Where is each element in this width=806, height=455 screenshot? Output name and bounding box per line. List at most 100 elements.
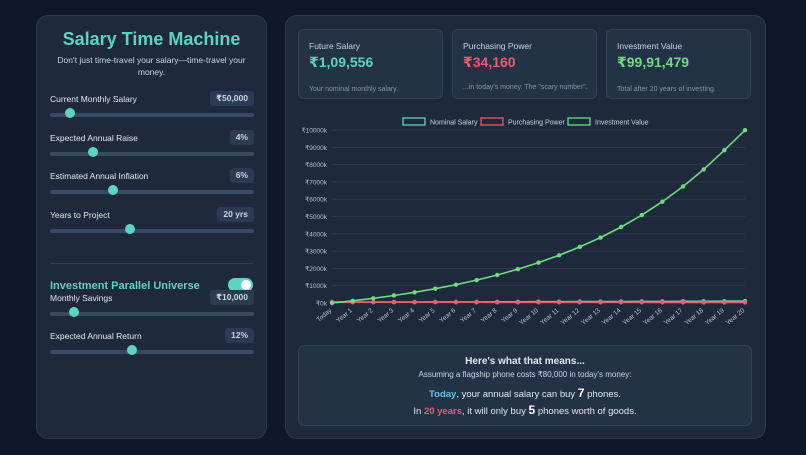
x-tick-label: Year 19 [704, 307, 726, 327]
x-tick-label: Year 15 [622, 307, 644, 327]
x-tick-label: Year 18 [684, 307, 706, 327]
x-tick-label: Year 1 [335, 307, 354, 325]
x-tick-label: Year 3 [377, 307, 396, 325]
y-tick-label: ₹1000k [305, 283, 328, 290]
data-point [742, 127, 748, 133]
data-point [556, 300, 562, 305]
data-point [618, 224, 624, 230]
investment-toggle[interactable] [228, 278, 253, 292]
legend-swatch [480, 117, 504, 126]
return-control: Expected Annual Return 12% [50, 328, 254, 360]
data-point [433, 300, 438, 305]
card-note: Total after 20 years of investing. [617, 86, 716, 93]
y-tick-label: ₹3000k [305, 249, 328, 256]
raise-slider[interactable] [50, 152, 254, 156]
data-point [453, 300, 459, 305]
savings-value: ₹10,000 [210, 290, 254, 305]
x-tick-label: Year 6 [438, 307, 457, 325]
data-point [515, 266, 521, 272]
section-divider [50, 263, 253, 264]
legend-swatch [402, 117, 426, 126]
data-point [495, 300, 500, 305]
return-value: 12% [224, 328, 254, 343]
years-slider-thumb[interactable] [124, 224, 135, 234]
projection-chart: ₹0k ₹1000k ₹2000k ₹3000k ₹4000k ₹5000k ₹6000k ₹… [302, 117, 748, 327]
data-point [742, 300, 748, 305]
data-point [474, 277, 479, 283]
data-point [722, 147, 727, 153]
explanation-future-line: In 20 years, it will only buy 5 phones w… [299, 403, 751, 417]
card-label: Purchasing Power [463, 41, 532, 51]
legend-label: Nominal Salary [430, 120, 478, 127]
data-point [371, 296, 376, 301]
years-value: 20 yrs [217, 207, 254, 222]
inflation-slider[interactable] [50, 190, 254, 194]
inflation-label: Estimated Annual Inflation [50, 171, 149, 181]
x-tick-label: Year 10 [518, 307, 540, 327]
y-tick-label: ₹9000k [305, 145, 328, 152]
explanation-today-line: Today, your annual salary can buy 7 phon… [299, 386, 751, 400]
inflation-slider-thumb[interactable] [108, 185, 119, 195]
raise-value: 4% [229, 130, 254, 145]
salary-label: Current Monthly Salary [50, 94, 137, 104]
y-tick-label: ₹8000k [305, 162, 328, 169]
inflation-value: 6% [229, 168, 254, 183]
future-text-mid: , it will only buy [461, 406, 529, 417]
data-point [680, 300, 686, 305]
data-point [453, 282, 459, 287]
today-text-end: phones. [584, 389, 621, 400]
data-point [515, 300, 521, 305]
x-tick-label: Year 11 [539, 307, 560, 327]
data-point [639, 300, 644, 305]
raise-slider-thumb[interactable] [87, 147, 98, 157]
data-point [371, 299, 376, 305]
future-text: In [413, 406, 424, 417]
x-tick-label: Year 7 [459, 307, 478, 325]
data-point [474, 300, 479, 305]
settings-panel: Salary Time Machine Don't just time-trav… [36, 15, 267, 439]
today-phone-count: 7 [577, 386, 585, 400]
data-point [556, 253, 562, 258]
y-tick-label: ₹5000k [305, 214, 328, 221]
x-tick-label: Today [315, 307, 333, 324]
future-phone-count: 5 [528, 403, 536, 417]
x-tick-label: Year 14 [601, 307, 623, 327]
data-point [329, 300, 335, 306]
x-tick-label: Year 17 [663, 307, 685, 327]
data-point [701, 300, 706, 305]
salary-slider-thumb[interactable] [65, 108, 76, 118]
app-subtitle: Don't just time-travel your salary—time-… [57, 55, 246, 77]
y-tick-label: ₹0k [316, 301, 328, 308]
y-tick-label: ₹4000k [305, 231, 328, 238]
years-label: Years to Project [50, 210, 110, 220]
data-point [618, 300, 624, 305]
salary-slider[interactable] [50, 113, 254, 117]
years-slider[interactable] [50, 229, 254, 233]
data-point [495, 272, 500, 278]
data-point [701, 167, 706, 172]
return-label: Expected Annual Return [50, 331, 142, 341]
explanation-box: Here's what that means... Assuming a fla… [298, 345, 752, 426]
data-point [412, 290, 417, 295]
data-point [722, 300, 727, 305]
app-title: Salary Time Machine [62, 29, 241, 49]
savings-slider[interactable] [50, 312, 254, 316]
purchasing-power-card: Purchasing Power ₹34,160 ...in today's m… [452, 29, 597, 99]
return-slider-thumb[interactable] [126, 345, 137, 355]
return-slider[interactable] [50, 350, 254, 354]
explanation-title: Here's what that means... [465, 356, 585, 367]
years-control: Years to Project 20 yrs [50, 207, 254, 239]
x-tick-label: Year 2 [356, 307, 375, 325]
today-text: , your annual salary can buy [456, 389, 578, 400]
savings-slider-thumb[interactable] [69, 307, 80, 317]
data-point [350, 298, 355, 303]
card-value: ₹99,91,479 [617, 54, 690, 70]
x-tick-label: Year 20 [725, 307, 747, 327]
y-tick-label: ₹6000k [305, 197, 328, 204]
raise-label: Expected Annual Raise [50, 133, 138, 143]
legend-label: Investment Value [595, 120, 649, 127]
investment-section-title: Investment Parallel Universe [50, 280, 200, 292]
data-point [660, 300, 665, 305]
x-tick-label: Year 5 [418, 307, 437, 325]
card-label: Future Salary [309, 41, 361, 51]
